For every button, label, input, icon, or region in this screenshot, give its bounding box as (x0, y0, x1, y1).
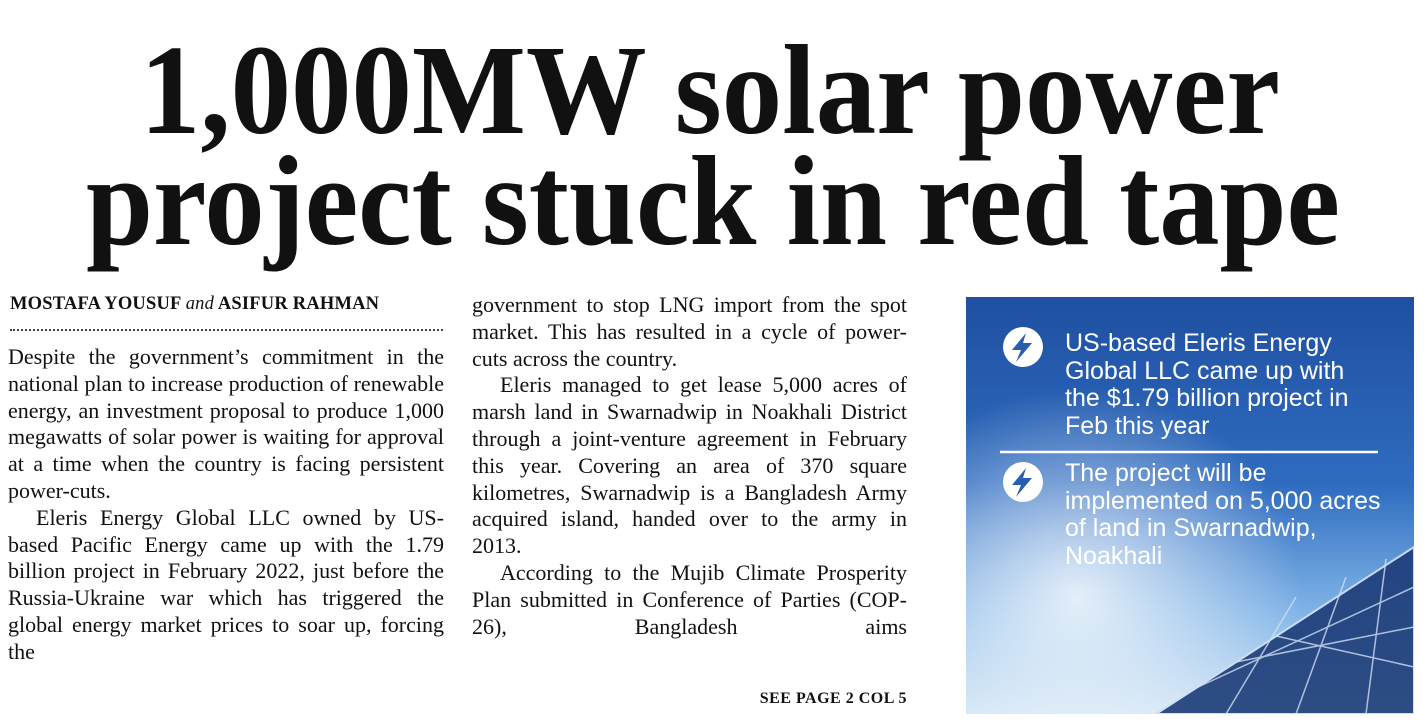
byline: MOSTAFA YOUSUF and ASIFUR RAHMAN (10, 294, 450, 315)
paragraph: Despite the government’s commitment in t… (8, 344, 444, 503)
bullet-icon (1003, 327, 1043, 367)
solar-panel-art (966, 297, 1414, 714)
paragraph: government to stop LNG import from the s… (472, 292, 907, 371)
paragraph: According to the Mujib Climate Prosperit… (472, 559, 907, 639)
paragraph: Eleris Energy Global LLC owned by US-bas… (8, 504, 444, 664)
bullet-text: The project will be implemented on 5,000… (1065, 459, 1381, 570)
column: Despite the government’s commitment in t… (8, 344, 444, 666)
conjunction: and (185, 294, 215, 314)
headline-line: project stuck in red tape (86, 130, 1340, 272)
bullet-text: US-based Eleris Energy Global LLC came u… (1065, 329, 1349, 440)
paragraph: Eleris managed to get lease 5,000 acres … (472, 372, 907, 559)
author: ASIFUR RAHMAN (217, 294, 380, 314)
jump-line: SEE PAGE 2 COL 5 (759, 690, 907, 707)
author: MOSTAFA YOUSUF (10, 294, 181, 314)
bullet-icon (1003, 462, 1043, 502)
sidebar: US-based Eleris Energy Global LLC came u… (966, 297, 1414, 714)
column: government to stop LNG import from the s… (472, 292, 907, 640)
rule (10, 329, 443, 331)
headline: 1,000MW solar power project stuck in red… (86, 19, 1340, 272)
headline-line: 1,000MW solar power (140, 19, 1280, 161)
